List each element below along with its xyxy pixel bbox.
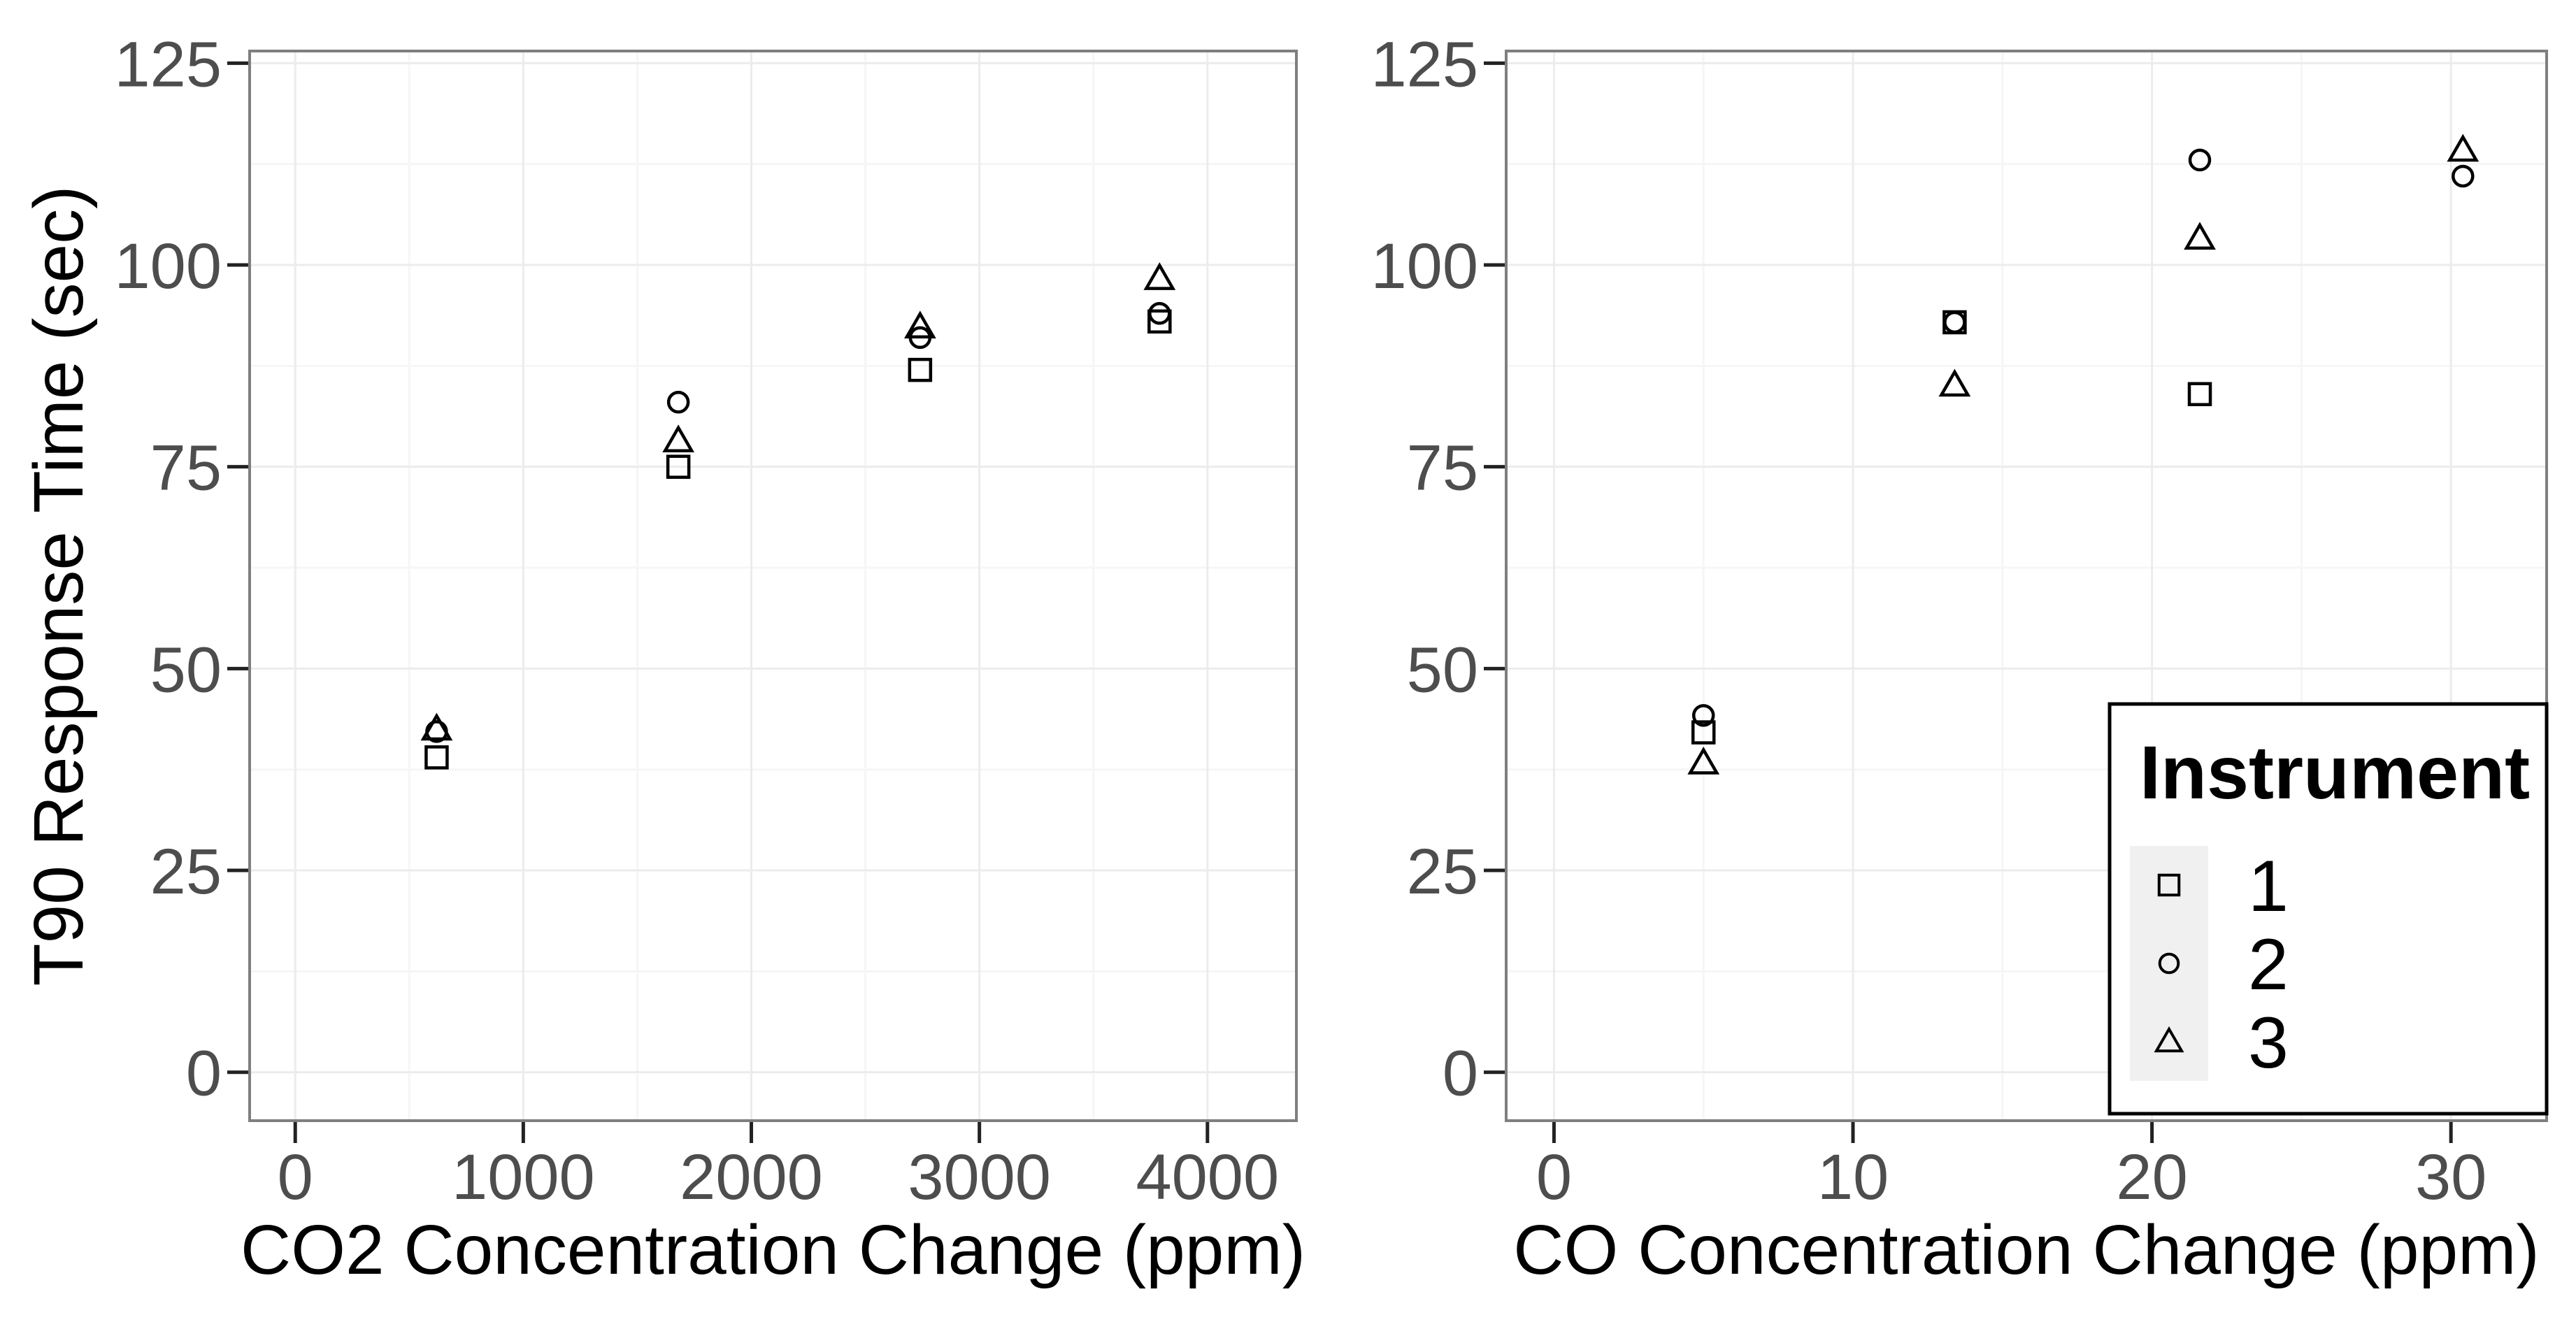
legend-key-box <box>2130 846 2208 924</box>
x-tick-label: 10 <box>1817 1142 1889 1213</box>
x-tick-label: 30 <box>2415 1142 2486 1213</box>
y-tick-label: 25 <box>1407 836 1478 907</box>
y-tick-label: 125 <box>115 29 222 100</box>
y-tick-label: 125 <box>1371 29 1479 100</box>
left-panel <box>250 51 1296 1121</box>
y-tick-label: 50 <box>150 634 222 705</box>
legend-item-label: 3 <box>2248 1003 2289 1084</box>
data-point-circle-instrument-2 <box>1691 704 1715 727</box>
data-point-square-instrument-1 <box>666 454 691 479</box>
x-tick-label: 3000 <box>908 1142 1051 1213</box>
legend-key-box <box>2130 924 2208 1003</box>
legend-triangle-icon <box>2154 1026 2184 1053</box>
left-panel-border <box>248 50 1298 1122</box>
y-tick-label: 75 <box>150 433 222 504</box>
y-tick-label: 50 <box>1407 634 1478 705</box>
x-tick-label: 0 <box>1536 1142 1572 1213</box>
y-tick-label: 100 <box>115 231 222 302</box>
data-point-triangle-instrument-3 <box>2447 134 2480 162</box>
data-point-square-instrument-1 <box>1147 309 1172 334</box>
x-tick-label: 4000 <box>1136 1142 1279 1213</box>
data-point-circle-instrument-2 <box>2452 164 2475 188</box>
data-point-triangle-instrument-3 <box>2184 222 2216 250</box>
legend-key-box <box>2130 1003 2208 1081</box>
y-tick-label: 100 <box>1371 231 1479 302</box>
y-axis-title: T90 Response Time (sec) <box>20 186 98 986</box>
y-tick-label: 0 <box>186 1038 222 1109</box>
data-point-circle-instrument-2 <box>2188 148 2212 172</box>
y-tick-label: 0 <box>1443 1038 1478 1109</box>
x-axis-title: CO2 Concentration Change (ppm) <box>241 1211 1305 1289</box>
x-tick-label: 1000 <box>452 1142 595 1213</box>
data-point-square-instrument-1 <box>908 357 933 382</box>
x-axis-title: CO Concentration Change (ppm) <box>1513 1211 2539 1289</box>
x-tick-label: 20 <box>2116 1142 2187 1213</box>
x-tick-label: 0 <box>278 1142 313 1213</box>
x-tick-label: 2000 <box>680 1142 823 1213</box>
legend-title: Instrument <box>2140 730 2530 814</box>
data-point-square-instrument-1 <box>2187 382 2212 407</box>
data-point-triangle-instrument-3 <box>1687 746 1720 775</box>
data-point-triangle-instrument-3 <box>662 424 695 452</box>
data-point-circle-instrument-2 <box>1148 302 1171 325</box>
data-point-circle-instrument-2 <box>1943 310 1966 334</box>
y-tick-label: 75 <box>1407 433 1478 504</box>
data-point-triangle-instrument-3 <box>1938 368 1971 397</box>
y-tick-label: 25 <box>150 836 222 907</box>
data-point-triangle-instrument-3 <box>420 712 453 741</box>
legend-circle-icon <box>2158 952 2180 975</box>
legend-square-icon <box>2157 873 2181 897</box>
data-point-triangle-instrument-3 <box>903 310 936 339</box>
legend-item-label: 1 <box>2248 846 2289 927</box>
data-point-triangle-instrument-3 <box>1143 262 1176 290</box>
data-point-square-instrument-1 <box>1691 720 1716 745</box>
right-panel-border <box>1505 50 2548 1122</box>
data-point-circle-instrument-2 <box>666 391 690 414</box>
data-point-square-instrument-1 <box>424 745 449 770</box>
legend-item-label: 2 <box>2248 924 2289 1005</box>
